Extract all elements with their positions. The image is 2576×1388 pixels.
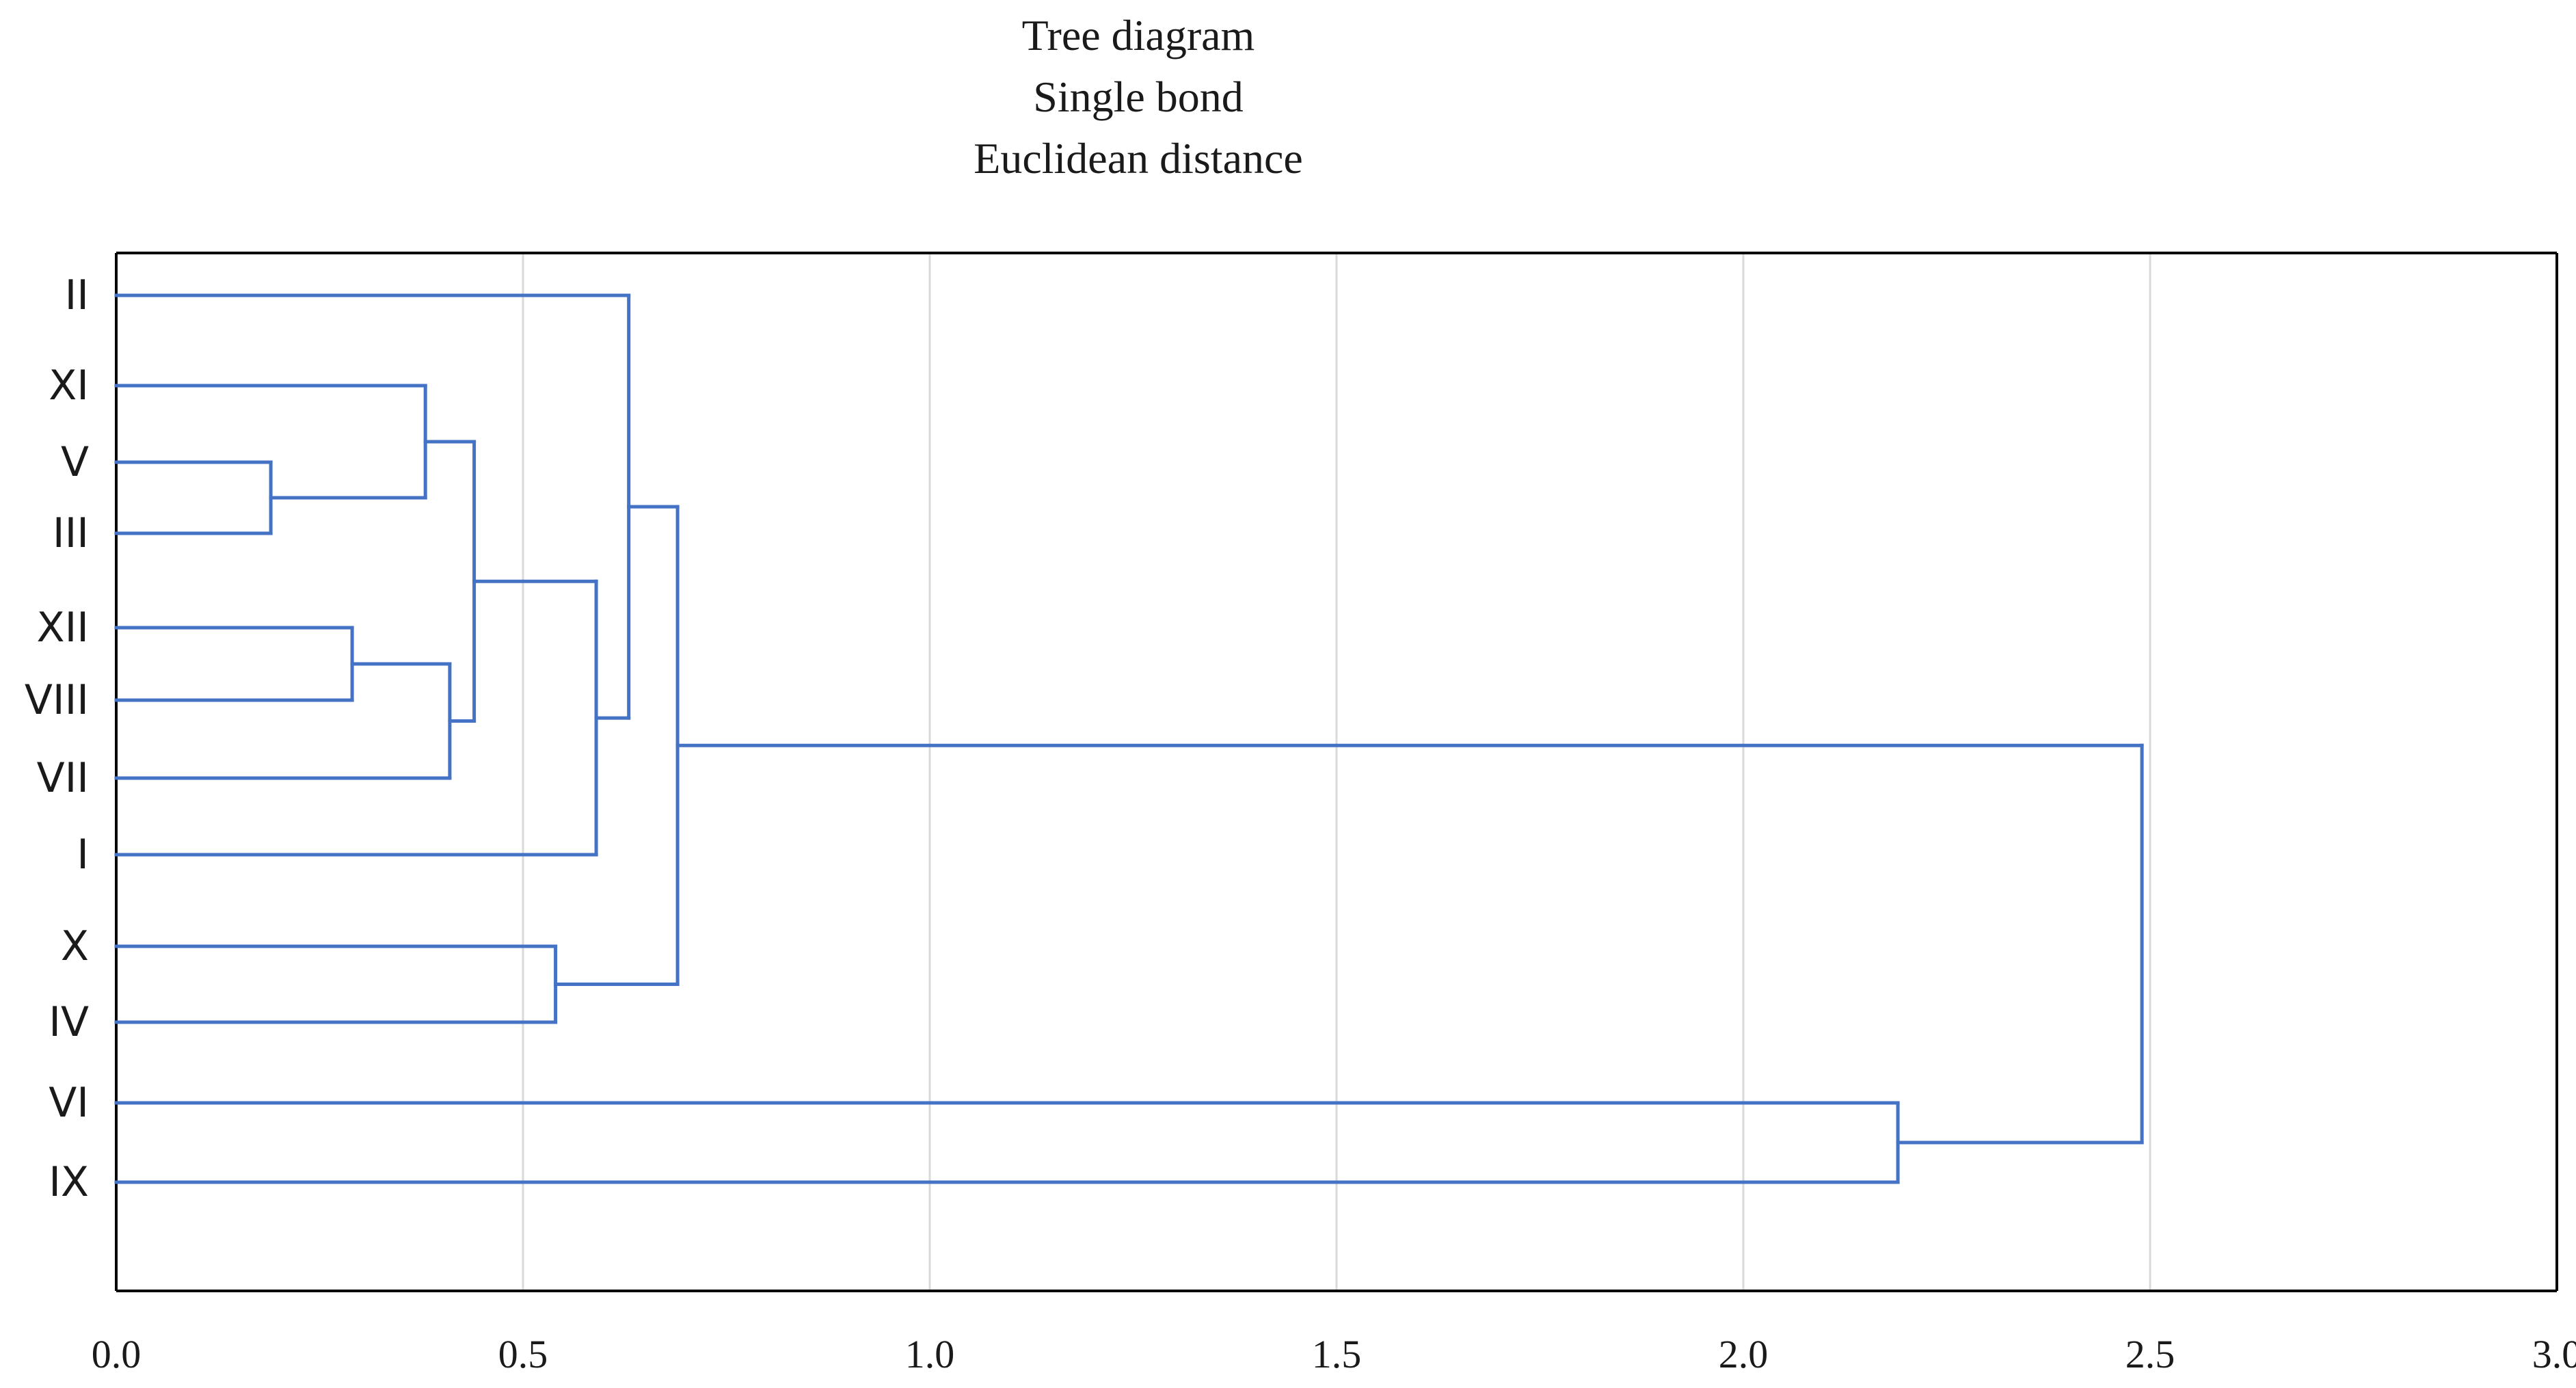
leaf-label: X [61, 922, 89, 970]
leaf-label: XI [49, 362, 89, 410]
leaf-label: IV [49, 998, 89, 1046]
x-tick-label: 1.5 [1312, 1332, 1362, 1376]
leaf-label: XII [37, 604, 90, 652]
leaf-label: III [53, 509, 89, 557]
chart-title-line-3: Euclidean distance [974, 134, 1303, 183]
leaf-label: I [77, 831, 89, 879]
chart-title-line-2: Single bond [1033, 72, 1244, 121]
leaf-label: VI [49, 1079, 89, 1127]
x-tick-label: 3.0 [2532, 1332, 2576, 1376]
chart-title-line-1: Tree diagram [1021, 11, 1255, 59]
x-tick-label: 0.5 [498, 1332, 548, 1376]
leaf-label: IX [49, 1158, 89, 1206]
x-tick-label: 2.5 [2125, 1332, 2175, 1376]
leaf-label: V [61, 438, 89, 486]
leaf-label: VII [37, 754, 89, 802]
leaf-label: VIII [25, 676, 89, 724]
leaf-label: II [65, 271, 89, 319]
x-tick-label: 1.0 [905, 1332, 955, 1376]
x-tick-label: 2.0 [1719, 1332, 1769, 1376]
x-tick-label: 0.0 [92, 1332, 142, 1376]
